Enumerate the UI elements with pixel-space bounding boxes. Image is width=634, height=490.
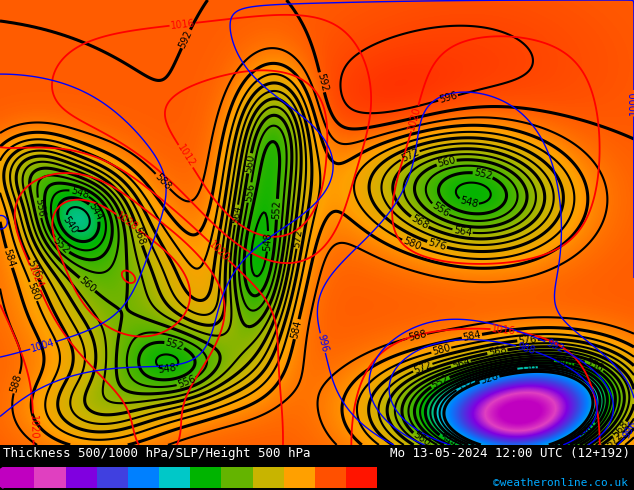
Text: 556: 556: [584, 357, 605, 374]
Text: 536: 536: [518, 362, 537, 373]
Text: 540: 540: [60, 214, 79, 235]
Text: 1012: 1012: [175, 143, 197, 169]
Text: 1020: 1020: [406, 105, 423, 132]
Text: 552: 552: [429, 373, 451, 391]
Text: 1016: 1016: [170, 18, 195, 31]
Text: 552: 552: [472, 167, 493, 181]
Text: 580: 580: [431, 343, 451, 357]
Text: 1020: 1020: [28, 415, 39, 439]
Text: 556: 556: [243, 182, 256, 202]
Text: 560: 560: [436, 155, 456, 169]
Bar: [128, 467, 159, 488]
Text: 996: 996: [621, 419, 634, 440]
Bar: [284, 467, 315, 488]
Bar: [65, 467, 96, 488]
Bar: [315, 467, 346, 488]
Text: 584: 584: [2, 248, 16, 269]
Text: 1004: 1004: [30, 337, 56, 354]
Text: 552: 552: [164, 337, 185, 352]
Text: 548: 548: [262, 232, 273, 251]
Text: 552: 552: [271, 199, 282, 219]
Bar: [3, 467, 34, 488]
Text: 576: 576: [427, 237, 448, 252]
Text: Mo 13-05-2024 12:00 UTC (12+192): Mo 13-05-2024 12:00 UTC (12+192): [390, 447, 630, 460]
Text: 544: 544: [437, 432, 458, 450]
Text: 564: 564: [230, 205, 243, 225]
Text: 560: 560: [77, 274, 98, 294]
Text: 1016: 1016: [491, 324, 517, 336]
Text: 1024: 1024: [26, 264, 44, 291]
Bar: [190, 467, 221, 488]
Text: 556: 556: [33, 198, 46, 218]
Text: 556: 556: [430, 200, 451, 220]
Text: 548: 548: [69, 185, 90, 200]
Text: 556: 556: [176, 374, 197, 390]
Text: 996: 996: [316, 333, 330, 353]
Text: 592: 592: [178, 28, 195, 49]
Text: 572: 572: [399, 147, 420, 164]
Text: 596: 596: [438, 91, 458, 105]
Text: 584: 584: [462, 330, 482, 343]
Text: 580: 580: [25, 281, 41, 302]
Text: 1020: 1020: [207, 239, 231, 263]
Text: 1028: 1028: [114, 211, 140, 233]
Bar: [96, 467, 128, 488]
Text: 528: 528: [479, 371, 500, 386]
Text: 564: 564: [453, 225, 472, 238]
Text: 540: 540: [578, 420, 598, 440]
Text: 560: 560: [411, 430, 432, 449]
Text: 588: 588: [9, 373, 24, 394]
Bar: [159, 467, 190, 488]
Text: 592: 592: [314, 72, 329, 93]
Text: 548: 548: [554, 356, 574, 369]
Text: 544: 544: [87, 201, 105, 222]
Text: 548: 548: [458, 196, 479, 210]
Text: 572: 572: [605, 430, 625, 450]
Text: 568: 568: [610, 419, 630, 440]
Text: ©weatheronline.co.uk: ©weatheronline.co.uk: [493, 478, 628, 488]
Text: Thickness 500/1000 hPa/SLP/Height 500 hPa: Thickness 500/1000 hPa/SLP/Height 500 hP…: [3, 447, 311, 460]
Text: 1000: 1000: [629, 91, 634, 116]
Text: 552: 552: [51, 235, 72, 256]
Text: 548: 548: [157, 363, 177, 375]
Text: 576: 576: [25, 259, 42, 280]
Text: 988: 988: [515, 341, 536, 356]
Text: 564: 564: [451, 356, 471, 371]
Bar: [221, 467, 252, 488]
Polygon shape: [0, 467, 3, 488]
Text: 568: 568: [409, 213, 430, 231]
Text: 588: 588: [407, 329, 427, 343]
Bar: [34, 467, 65, 488]
Text: 560: 560: [243, 153, 256, 173]
Text: 580: 580: [401, 236, 422, 252]
Text: 992: 992: [544, 337, 565, 354]
Text: 572: 572: [292, 228, 304, 248]
Text: 584: 584: [290, 319, 304, 339]
Text: 572: 572: [412, 359, 433, 375]
Bar: [346, 467, 377, 488]
Text: 588: 588: [153, 171, 172, 192]
Text: 568: 568: [488, 345, 507, 358]
Text: 532: 532: [455, 377, 476, 394]
Bar: [252, 467, 284, 488]
Text: 576: 576: [518, 334, 537, 345]
Text: 568: 568: [132, 225, 147, 246]
